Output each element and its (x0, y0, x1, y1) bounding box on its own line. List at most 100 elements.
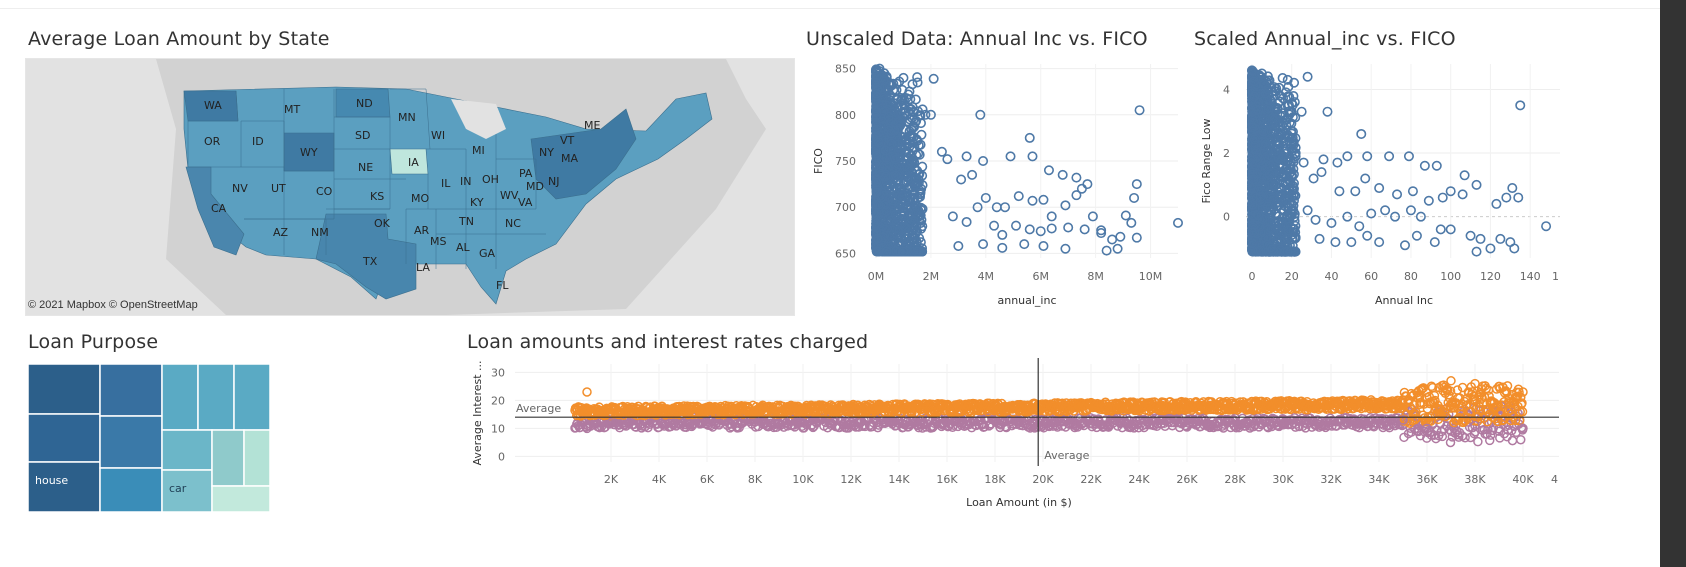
scatter-point[interactable] (1071, 190, 1082, 201)
scatter-point[interactable] (1268, 147, 1279, 158)
scatter-point[interactable] (1035, 226, 1046, 237)
treemap-cell[interactable] (211, 485, 271, 513)
scatter-point[interactable] (898, 246, 909, 257)
scatter-point[interactable] (871, 240, 882, 251)
scatter-point[interactable] (893, 117, 904, 128)
scatter-point[interactable] (911, 246, 922, 257)
scatter-point[interactable] (1290, 151, 1301, 162)
scatter-point[interactable] (1264, 169, 1275, 180)
scatter-point[interactable] (1318, 154, 1329, 165)
scatter-point[interactable] (1415, 211, 1426, 222)
scatter-point[interactable] (917, 180, 928, 191)
scatter-point[interactable] (916, 129, 927, 140)
scatter-point[interactable] (880, 145, 891, 156)
scatter-point[interactable] (1255, 245, 1266, 256)
scatter-point[interactable] (1019, 239, 1030, 250)
scatter-point[interactable] (1507, 183, 1518, 194)
scatter-point[interactable] (1484, 435, 1495, 446)
scatter-point[interactable] (975, 109, 986, 120)
scatter-point[interactable] (928, 73, 939, 84)
scatter-point[interactable] (1286, 170, 1297, 181)
scatter-point[interactable] (1342, 211, 1353, 222)
scatter-point[interactable] (1515, 434, 1526, 445)
scatter-point[interactable] (1459, 170, 1470, 181)
scatter-point[interactable] (1087, 211, 1098, 222)
scatter-point[interactable] (1334, 186, 1345, 197)
scatter-point[interactable] (1362, 151, 1373, 162)
scatter-point[interactable] (899, 176, 910, 187)
scatter-point[interactable] (1011, 220, 1022, 231)
scatter-point[interactable] (1445, 224, 1456, 235)
scatter-point[interactable] (1356, 128, 1367, 139)
scatter-point[interactable] (904, 86, 915, 97)
scatter-point[interactable] (872, 233, 883, 244)
scatter-point[interactable] (897, 191, 908, 202)
scatter-point[interactable] (967, 169, 978, 180)
scatter-point[interactable] (914, 110, 925, 121)
scatter-point[interactable] (1283, 209, 1294, 220)
scatter-point[interactable] (1000, 421, 1011, 432)
scatter-point[interactable] (1270, 145, 1281, 156)
scatter-point[interactable] (1131, 179, 1142, 190)
scatter-point[interactable] (907, 145, 918, 156)
scatter-point[interactable] (871, 160, 882, 171)
scatter-point[interactable] (1346, 237, 1357, 248)
scatter-point[interactable] (1005, 151, 1016, 162)
scatter-point[interactable] (1330, 237, 1341, 248)
scatter-point[interactable] (898, 72, 909, 83)
scatter-point[interactable] (885, 246, 896, 257)
scatter-point[interactable] (1253, 97, 1264, 108)
state-tx[interactable] (315, 213, 417, 300)
scatter-point[interactable] (1256, 161, 1267, 172)
map-credit[interactable]: © 2021 Mapbox © OpenStreetMap (28, 299, 198, 311)
scatter-point[interactable] (972, 202, 983, 213)
scatter-point[interactable] (1274, 96, 1285, 107)
scatter-point[interactable] (1392, 189, 1403, 200)
scatter-point[interactable] (1437, 192, 1448, 203)
scatter-point[interactable] (895, 208, 906, 219)
scatter-unscaled-panel[interactable]: 650 700 750 800 850 0M 2M 4M 6M 8M 10M annual_inc FI… (806, 58, 1186, 314)
scatter-point[interactable] (1460, 433, 1470, 443)
scatter-point[interactable] (1268, 195, 1279, 206)
scatter-point[interactable] (910, 173, 921, 184)
scatter-point[interactable] (1277, 73, 1288, 84)
scatter-point[interactable] (1431, 160, 1442, 171)
scatter-point[interactable] (895, 115, 906, 126)
scatter-point[interactable] (1278, 118, 1289, 129)
scatter-point[interactable] (1253, 210, 1264, 221)
scatter-point[interactable] (917, 104, 928, 115)
scatter-point[interactable] (917, 203, 928, 214)
scatter-point[interactable] (902, 246, 913, 257)
scatter-point[interactable] (1277, 191, 1288, 202)
scatter-point[interactable] (883, 111, 894, 122)
scatter-point[interactable] (1284, 117, 1295, 128)
scatter-point[interactable] (1399, 240, 1410, 251)
scatter-point[interactable] (887, 195, 898, 206)
scatter-point[interactable] (1280, 146, 1291, 157)
scatter-point[interactable] (881, 205, 892, 216)
scatter-point[interactable] (1273, 200, 1284, 211)
scatter-point[interactable] (909, 122, 920, 133)
scatter-point[interactable] (1247, 199, 1258, 210)
scatter-point[interactable] (1282, 246, 1293, 257)
scatter-point[interactable] (911, 219, 922, 230)
scatter-point[interactable] (1435, 224, 1446, 235)
scatter-point[interactable] (1027, 195, 1038, 206)
scatter-point[interactable] (905, 172, 916, 183)
scatter-point[interactable] (883, 125, 894, 136)
scatter-point[interactable] (936, 146, 947, 157)
scatter-point[interactable] (1288, 91, 1299, 102)
scatter-point[interactable] (871, 150, 882, 161)
scatter-point[interactable] (1289, 97, 1300, 108)
scatter-point[interactable] (881, 152, 892, 163)
scatter-point[interactable] (1374, 183, 1385, 194)
scatter-point[interactable] (1038, 240, 1049, 251)
scatter-point[interactable] (1134, 105, 1145, 116)
scatter-point[interactable] (961, 216, 972, 227)
scatter-point[interactable] (1024, 132, 1035, 143)
scatter-point[interactable] (878, 144, 889, 155)
scatter-point[interactable] (899, 233, 910, 244)
scatter-point[interactable] (1286, 106, 1297, 117)
